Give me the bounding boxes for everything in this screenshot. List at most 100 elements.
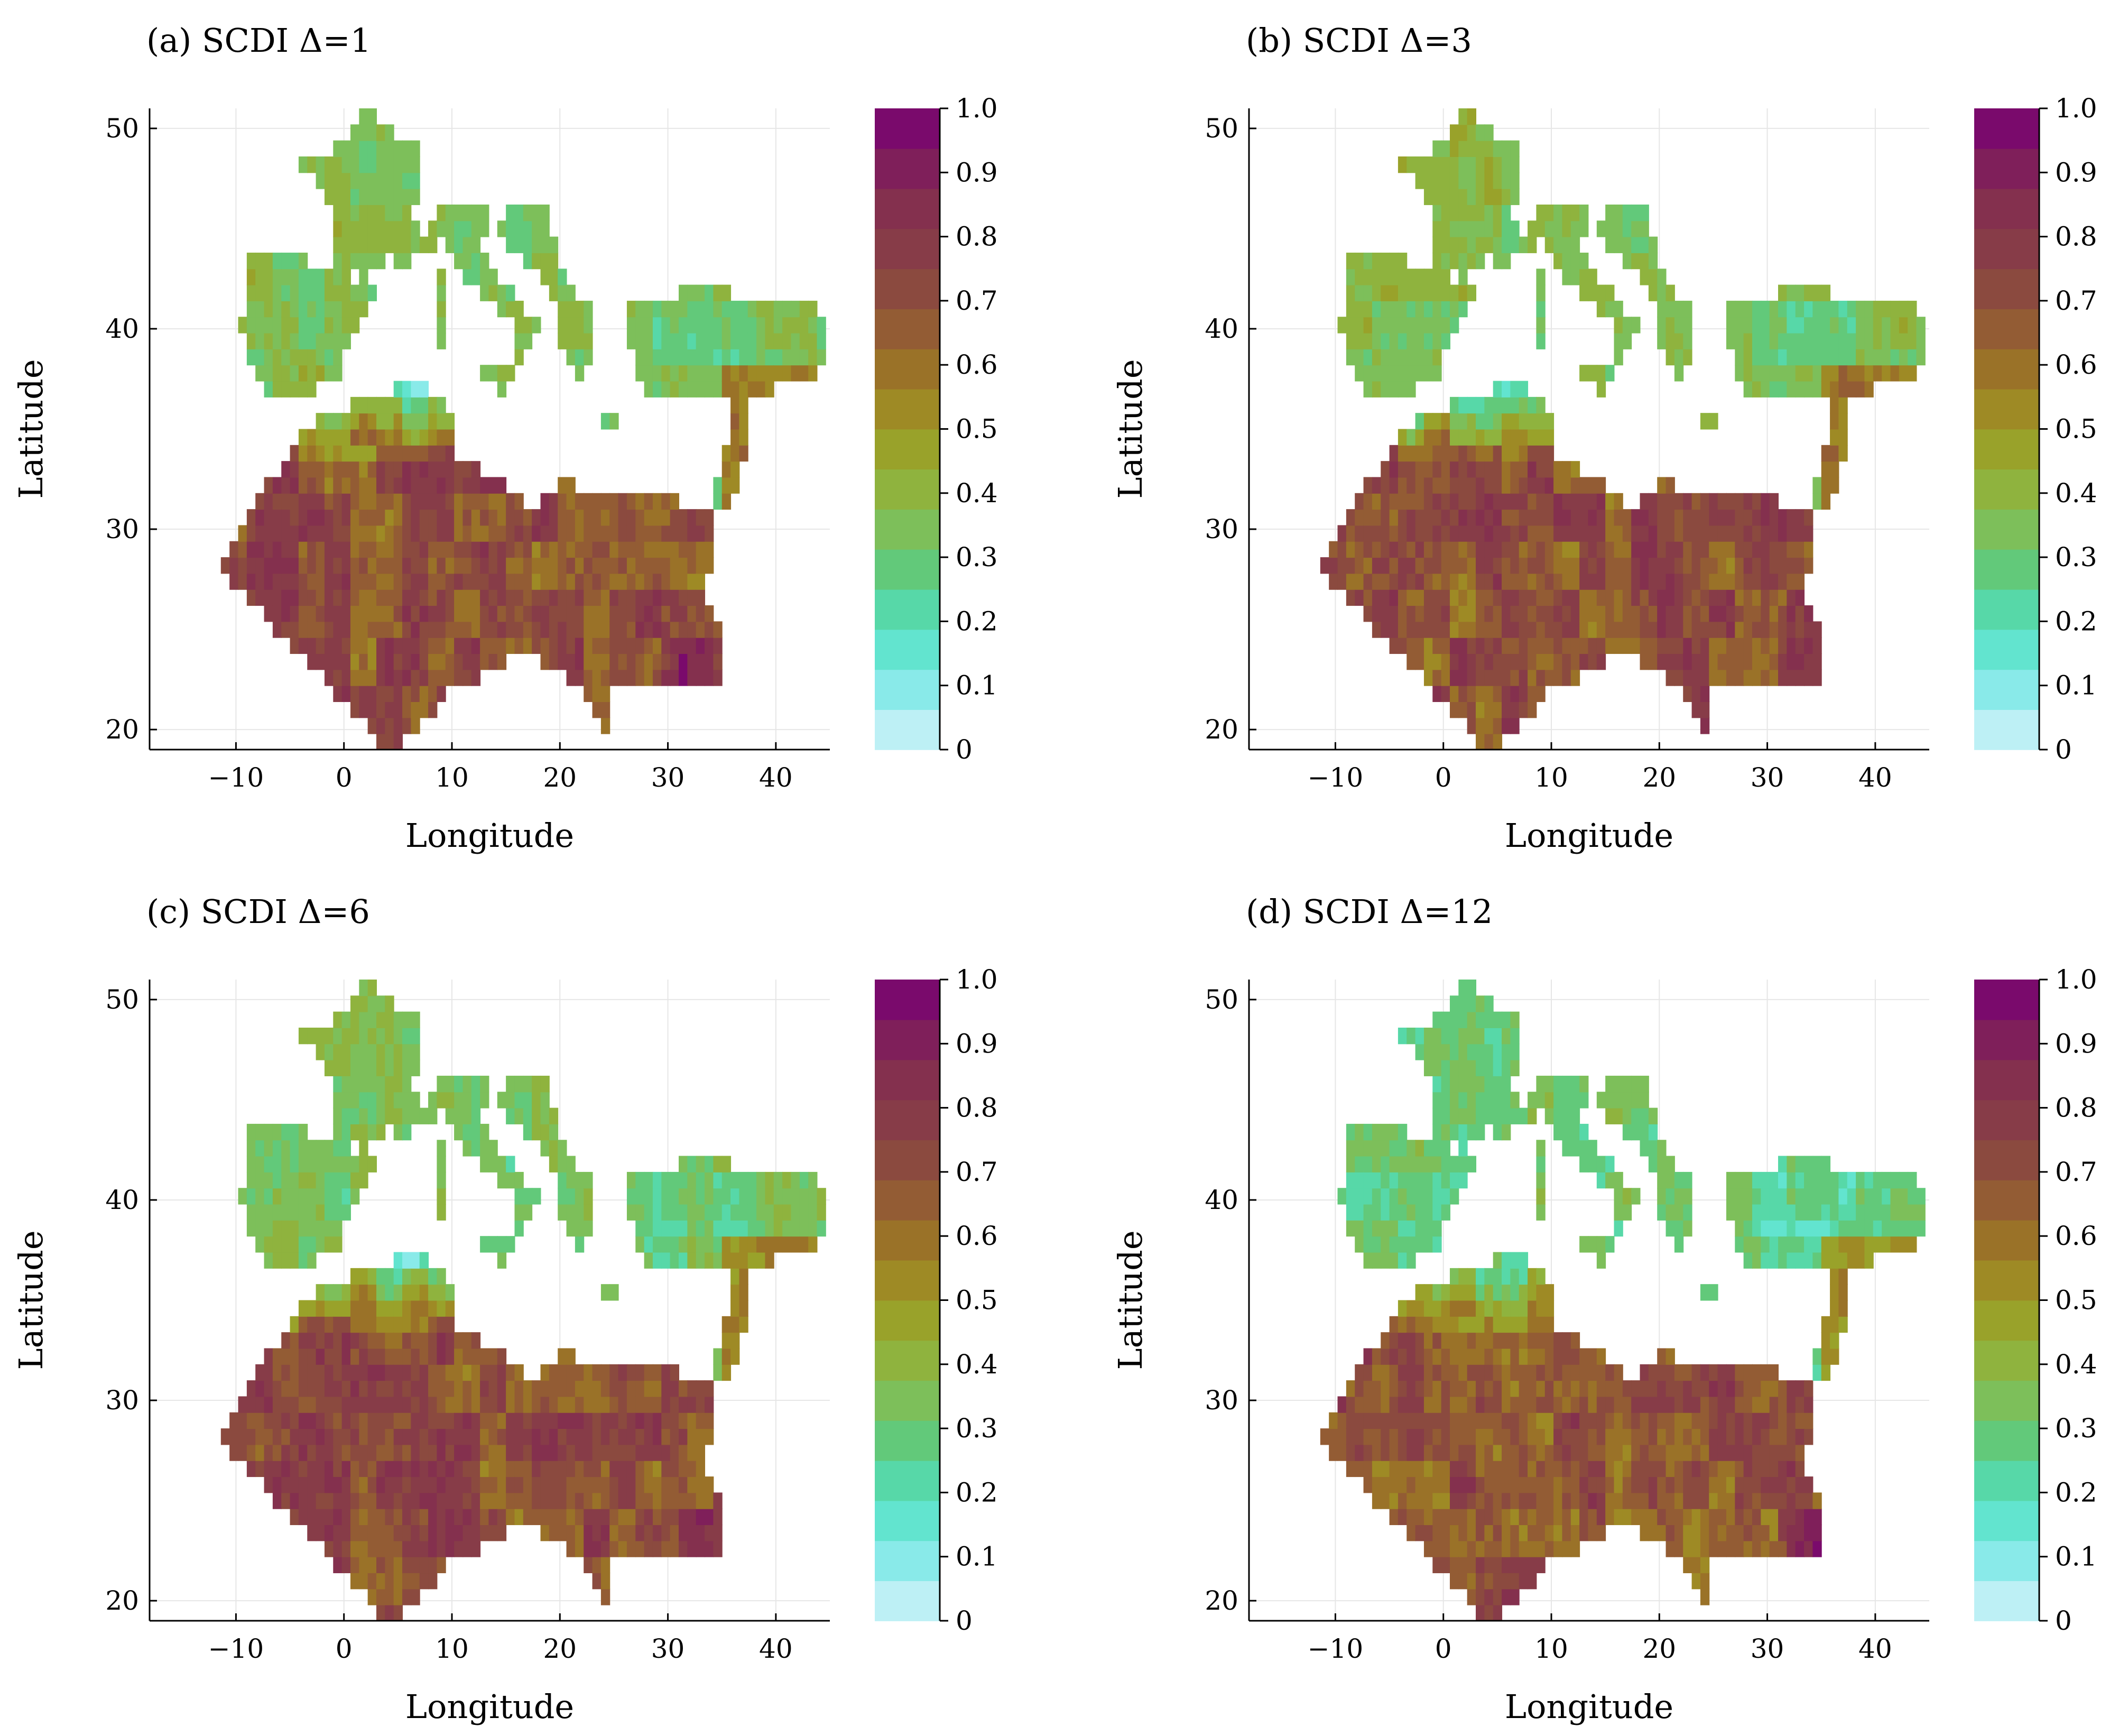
- heatmap-cell: [264, 1364, 273, 1381]
- heatmap-cell: [1544, 445, 1555, 462]
- heatmap-cell: [1830, 413, 1839, 430]
- heatmap-cell: [359, 1140, 368, 1157]
- heatmap-cell: [1812, 1156, 1822, 1172]
- heatmap-cell: [462, 1107, 472, 1124]
- heatmap-cell: [1458, 156, 1468, 173]
- heatmap-cell: [402, 1027, 412, 1045]
- heatmap-cell: [817, 317, 826, 334]
- heatmap-cell: [1812, 1348, 1822, 1365]
- heatmap-cell: [428, 701, 438, 718]
- heatmap-cell: [1381, 1204, 1390, 1221]
- heatmap-cell: [575, 637, 585, 654]
- heatmap-cell: [1502, 1107, 1511, 1124]
- heatmap-cell: [480, 252, 489, 270]
- heatmap-cell: [1493, 1268, 1503, 1285]
- heatmap-cell: [1493, 461, 1503, 478]
- heatmap-cell: [1458, 509, 1468, 526]
- heatmap-cell: [626, 333, 636, 349]
- heatmap-cell: [428, 1412, 438, 1429]
- heatmap-cell: [558, 1156, 567, 1172]
- heatmap-cell: [1622, 1508, 1632, 1526]
- heatmap-cell: [393, 204, 403, 221]
- heatmap-cell: [670, 1364, 679, 1381]
- heatmap-cell: [1329, 1428, 1338, 1445]
- heatmap-cell: [393, 621, 403, 638]
- heatmap-cell: [272, 1460, 282, 1478]
- heatmap-cell: [661, 573, 671, 590]
- heatmap-cell: [246, 269, 256, 285]
- heatmap-cell: [454, 1525, 464, 1541]
- heatmap-cell: [316, 1332, 325, 1349]
- heatmap-cell: [1441, 156, 1450, 173]
- heatmap-cell: [359, 1428, 368, 1445]
- heatmap-cell: [1423, 1492, 1433, 1509]
- heatmap-cell: [1476, 124, 1485, 141]
- heatmap-cell: [1441, 300, 1450, 318]
- heatmap-cell: [1562, 1428, 1571, 1445]
- heatmap-cell: [1743, 1380, 1753, 1397]
- heatmap-cell: [324, 1332, 334, 1349]
- colorbar-tick-label: 0.5: [956, 414, 998, 445]
- heatmap-cell: [1769, 1364, 1779, 1381]
- colorbar-band: [1974, 228, 2039, 270]
- heatmap-cell: [471, 1525, 481, 1541]
- heatmap-cell: [1544, 669, 1555, 686]
- heatmap-cell: [1838, 317, 1848, 334]
- heatmap-cell: [532, 1396, 541, 1413]
- heatmap-cell: [1562, 1380, 1571, 1397]
- heatmap-cell: [1449, 1476, 1459, 1493]
- heatmap-cell: [393, 1556, 403, 1574]
- heatmap-cell: [1441, 1044, 1450, 1060]
- heatmap-cell: [419, 1492, 429, 1509]
- heatmap-cell: [721, 1204, 732, 1221]
- heatmap-cell: [1510, 1027, 1520, 1045]
- heatmap-cell: [1510, 477, 1520, 494]
- heatmap-cell: [367, 605, 377, 622]
- heatmap-cell: [1709, 1396, 1718, 1413]
- heatmap-cell: [1795, 573, 1805, 590]
- heatmap-cell: [385, 1396, 394, 1413]
- heatmap-cell: [679, 1444, 688, 1461]
- heatmap-cell: [1502, 1589, 1511, 1605]
- heatmap-cell: [1778, 621, 1788, 638]
- heatmap-cell: [350, 605, 360, 622]
- heatmap-cell: [1441, 685, 1450, 703]
- heatmap-cell: [411, 1348, 420, 1365]
- heatmap-cell: [1562, 236, 1571, 253]
- heatmap-cell: [497, 637, 507, 654]
- heatmap-cell: [575, 1540, 585, 1557]
- heatmap-cell: [1398, 429, 1408, 446]
- heatmap-cell: [1640, 1140, 1649, 1157]
- heatmap-cell: [1519, 653, 1529, 670]
- heatmap-cell: [1432, 1556, 1442, 1574]
- heatmap-cell: [1787, 1396, 1796, 1413]
- heatmap-cell: [1458, 1460, 1468, 1478]
- heatmap-cell: [350, 1476, 360, 1493]
- heatmap-cell: [324, 1412, 334, 1429]
- heatmap-cell: [298, 348, 308, 366]
- heatmap-cell: [1502, 1428, 1511, 1445]
- heatmap-cell: [1812, 1236, 1822, 1253]
- heatmap-cell: [367, 525, 377, 542]
- heatmap-cell: [255, 1460, 265, 1478]
- heatmap-cell: [341, 1204, 351, 1221]
- heatmap-cell: [1407, 1204, 1416, 1221]
- heatmap-cell: [1502, 1412, 1511, 1429]
- heatmap-cell: [316, 541, 325, 558]
- heatmap-cell: [359, 1059, 368, 1076]
- heatmap-cell: [1795, 653, 1805, 670]
- heatmap-cell: [497, 1171, 507, 1189]
- heatmap-cell: [428, 445, 438, 462]
- heatmap-cell: [1320, 557, 1330, 574]
- heatmap-cell: [506, 557, 515, 574]
- heatmap-cell: [1544, 1540, 1555, 1557]
- heatmap-cell: [1700, 669, 1710, 686]
- heatmap-cell: [1709, 637, 1718, 654]
- heatmap-cell: [359, 1156, 368, 1172]
- heatmap-cell: [480, 525, 489, 542]
- heatmap-cell: [1735, 1525, 1744, 1541]
- heatmap-cell: [1432, 1188, 1442, 1205]
- heatmap-cell: [255, 1380, 265, 1397]
- heatmap-cell: [1588, 269, 1597, 285]
- heatmap-cell: [523, 1092, 533, 1109]
